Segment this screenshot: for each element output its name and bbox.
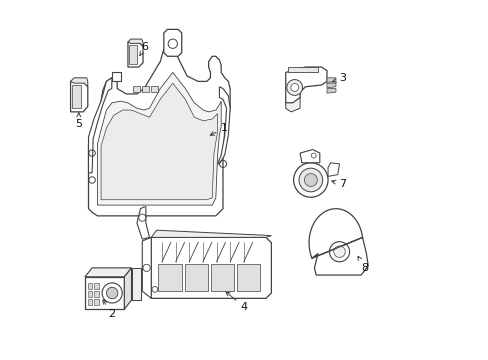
Polygon shape bbox=[133, 86, 140, 92]
Polygon shape bbox=[217, 87, 230, 164]
Polygon shape bbox=[300, 149, 319, 163]
Polygon shape bbox=[72, 85, 81, 108]
Polygon shape bbox=[88, 78, 112, 173]
Polygon shape bbox=[85, 277, 124, 309]
Polygon shape bbox=[326, 83, 335, 88]
Polygon shape bbox=[142, 86, 148, 92]
Polygon shape bbox=[237, 264, 260, 291]
Polygon shape bbox=[151, 230, 271, 237]
Polygon shape bbox=[131, 268, 140, 300]
Circle shape bbox=[102, 283, 122, 303]
Polygon shape bbox=[151, 86, 158, 92]
Circle shape bbox=[106, 287, 118, 299]
Polygon shape bbox=[94, 283, 99, 289]
Polygon shape bbox=[124, 268, 131, 309]
Text: 4: 4 bbox=[225, 292, 247, 312]
Text: 5: 5 bbox=[75, 113, 82, 129]
Polygon shape bbox=[94, 299, 99, 305]
Polygon shape bbox=[88, 45, 230, 216]
Polygon shape bbox=[137, 207, 149, 239]
Polygon shape bbox=[85, 268, 131, 277]
Polygon shape bbox=[88, 291, 92, 297]
Polygon shape bbox=[326, 89, 335, 93]
Circle shape bbox=[286, 80, 302, 95]
Polygon shape bbox=[311, 238, 367, 275]
Polygon shape bbox=[70, 81, 88, 112]
Circle shape bbox=[298, 168, 322, 192]
Polygon shape bbox=[97, 72, 221, 205]
Text: 6: 6 bbox=[140, 42, 148, 55]
Polygon shape bbox=[210, 264, 234, 291]
Text: 3: 3 bbox=[332, 73, 346, 83]
Polygon shape bbox=[287, 67, 317, 72]
Polygon shape bbox=[326, 78, 335, 82]
Circle shape bbox=[304, 174, 317, 186]
Circle shape bbox=[290, 84, 298, 91]
Text: 1: 1 bbox=[210, 123, 228, 135]
Polygon shape bbox=[151, 237, 271, 298]
Polygon shape bbox=[101, 83, 217, 200]
Polygon shape bbox=[158, 264, 182, 291]
Polygon shape bbox=[184, 264, 207, 291]
Text: 2: 2 bbox=[103, 300, 115, 319]
Polygon shape bbox=[128, 39, 142, 46]
Polygon shape bbox=[285, 67, 326, 103]
Polygon shape bbox=[88, 299, 92, 305]
Polygon shape bbox=[128, 42, 142, 67]
Polygon shape bbox=[112, 72, 121, 81]
Polygon shape bbox=[327, 163, 339, 176]
Circle shape bbox=[293, 163, 327, 197]
Text: 8: 8 bbox=[357, 256, 367, 273]
Polygon shape bbox=[94, 291, 99, 297]
Polygon shape bbox=[285, 98, 300, 112]
Text: 7: 7 bbox=[331, 179, 346, 189]
Polygon shape bbox=[88, 283, 92, 289]
Polygon shape bbox=[142, 237, 151, 298]
Circle shape bbox=[333, 246, 345, 257]
Polygon shape bbox=[129, 45, 137, 64]
Polygon shape bbox=[163, 30, 182, 56]
Polygon shape bbox=[70, 78, 88, 87]
